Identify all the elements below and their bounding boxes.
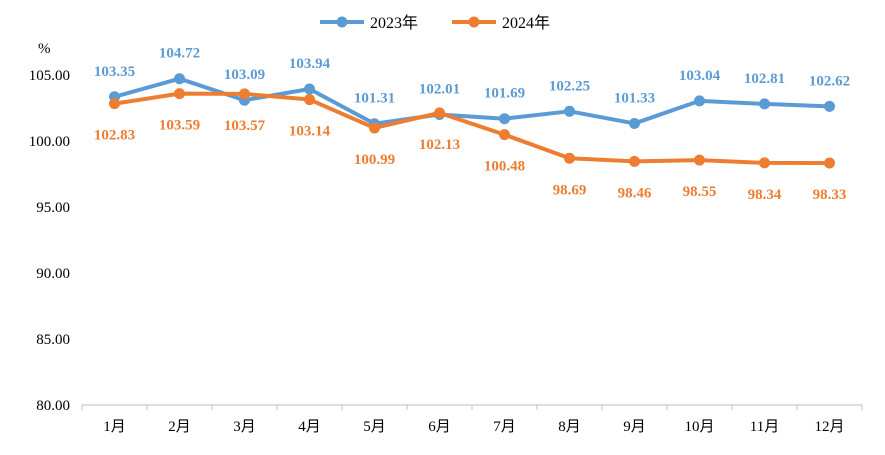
data-point	[499, 129, 510, 141]
y-tick-label: 100.00	[29, 134, 70, 150]
data-point	[304, 94, 315, 106]
data-point	[629, 117, 640, 129]
data-label: 104.72	[159, 46, 200, 62]
data-label: 103.94	[289, 56, 331, 72]
data-label: 98.34	[748, 187, 782, 203]
legend-marker	[336, 16, 348, 28]
data-label: 98.55	[683, 184, 717, 200]
data-point	[109, 98, 120, 110]
y-tick-label: 80.00	[36, 398, 70, 414]
y-axis-unit-label: %	[38, 41, 51, 57]
data-label: 103.35	[94, 64, 135, 80]
data-point	[564, 152, 575, 164]
data-label: 102.81	[744, 71, 785, 87]
data-label: 98.33	[813, 187, 847, 203]
data-point	[499, 113, 510, 125]
x-tick-label: 3月	[233, 419, 256, 435]
legend-label: 2024年	[502, 14, 550, 32]
series-2	[109, 88, 835, 169]
data-label: 103.57	[224, 118, 266, 134]
data-label: 103.59	[159, 118, 200, 134]
data-point	[759, 157, 770, 169]
data-point	[629, 155, 640, 167]
x-tick-label: 6月	[428, 419, 451, 435]
data-point	[239, 88, 250, 100]
data-label: 100.48	[484, 159, 525, 175]
data-point	[564, 105, 575, 117]
x-tick-label: 7月	[493, 419, 516, 435]
data-label: 101.33	[614, 90, 655, 106]
data-label: 100.99	[354, 152, 395, 168]
x-tick-label: 11月	[750, 419, 779, 435]
data-label: 101.69	[484, 86, 525, 102]
x-tick-label: 4月	[298, 419, 321, 435]
x-tick-label: 2月	[168, 419, 191, 435]
data-label: 102.25	[549, 78, 590, 94]
data-label: 102.01	[419, 81, 460, 97]
x-tick-label: 1月	[103, 419, 126, 435]
data-labels-layer: 103.35 104.72 103.09 103.94 101.31 102.01 101.…	[94, 46, 850, 203]
x-tick-label: 8月	[558, 419, 581, 435]
data-point	[694, 154, 705, 166]
legend-label: 2023年	[370, 14, 418, 32]
x-axis: 1月 2月 3月 4月 5月 6月 7月 8月 9月 10月 11月 12月	[81, 404, 863, 435]
data-point	[174, 88, 185, 100]
y-tick-label: 105.00	[29, 68, 70, 84]
y-tick-label: 90.00	[36, 266, 70, 282]
x-tick-label: 10月	[684, 419, 714, 435]
data-point	[369, 122, 380, 134]
data-point	[174, 73, 185, 85]
series-layer	[109, 73, 835, 169]
y-axis: 80.00 85.00 90.00 95.00 100.00 105.00	[29, 68, 70, 414]
x-tick-label: 12月	[814, 419, 844, 435]
data-label: 103.04	[679, 68, 721, 84]
data-label: 101.31	[354, 91, 395, 107]
legend-item-2: 2024年	[452, 14, 550, 32]
data-point	[694, 95, 705, 107]
data-label: 103.09	[224, 67, 265, 83]
data-point	[824, 157, 835, 169]
series-1	[109, 73, 835, 130]
data-label: 102.13	[419, 137, 460, 153]
series-line	[112, 91, 832, 166]
data-label: 103.14	[289, 124, 331, 140]
data-label: 98.46	[618, 185, 652, 201]
x-tick-label: 5月	[363, 419, 386, 435]
y-tick-label: 95.00	[36, 200, 70, 216]
legend-marker	[468, 16, 480, 28]
data-label: 98.69	[553, 182, 587, 198]
series-line	[112, 76, 832, 126]
data-point	[759, 98, 770, 110]
data-point	[824, 100, 835, 112]
data-point	[434, 107, 445, 119]
data-label: 102.62	[809, 73, 850, 89]
x-tick-label: 9月	[623, 419, 646, 435]
y-tick-label: 85.00	[36, 332, 70, 348]
legend: 2023年 2024年	[320, 14, 550, 32]
legend-item-1: 2023年	[320, 14, 418, 32]
data-label: 102.83	[94, 128, 135, 144]
data-point	[304, 83, 315, 95]
